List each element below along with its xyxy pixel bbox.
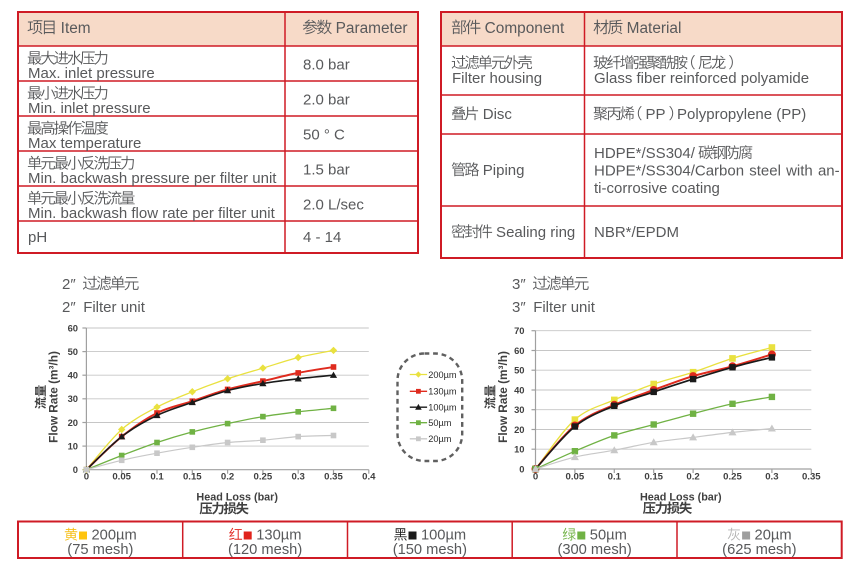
svg-text:60: 60	[68, 322, 78, 333]
svg-text:2.0 L/sec: 2.0 L/sec	[303, 197, 364, 214]
svg-text:pH: pH	[28, 229, 47, 246]
svg-text:50µm: 50µm	[428, 418, 452, 428]
svg-text:Filter unit: Filter unit	[533, 299, 596, 316]
svg-text:4 - 14: 4 - 14	[303, 229, 341, 246]
svg-text:0: 0	[533, 472, 538, 483]
svg-text:30: 30	[68, 393, 78, 404]
svg-text:20: 20	[514, 424, 524, 435]
svg-text:8.0 bar: 8.0 bar	[303, 57, 350, 74]
svg-text:200µm: 200µm	[428, 370, 457, 380]
svg-text:(150 mesh): (150 mesh)	[393, 542, 467, 558]
svg-text:50: 50	[68, 346, 78, 357]
svg-text:0.15: 0.15	[644, 472, 663, 483]
svg-text:0.1: 0.1	[608, 472, 622, 483]
svg-text:Max. inlet pressure: Max. inlet pressure	[28, 65, 155, 82]
svg-text:0: 0	[84, 472, 89, 483]
svg-text:PP: PP	[645, 106, 665, 123]
svg-text:Max temperature: Max temperature	[28, 135, 141, 152]
svg-text:100µm: 100µm	[428, 403, 457, 413]
svg-text:Material: Material	[622, 20, 681, 37]
svg-text:50µm: 50µm	[590, 528, 627, 544]
svg-text:Flow Rate (m³/h): Flow Rate (m³/h)	[47, 351, 61, 443]
svg-text:0: 0	[73, 464, 78, 475]
svg-text:0.15: 0.15	[183, 472, 202, 483]
svg-text:Filter housing: Filter housing	[452, 70, 542, 87]
svg-text:40: 40	[68, 370, 78, 381]
svg-text:Parameter: Parameter	[331, 20, 407, 37]
svg-text:NBR*/EPDM: NBR*/EPDM	[594, 224, 679, 241]
svg-text:50 ° C: 50 ° C	[303, 127, 345, 144]
svg-text:Piping: Piping	[479, 162, 525, 179]
svg-text:0.1: 0.1	[150, 472, 164, 483]
svg-text:Flow Rate (m³/h): Flow Rate (m³/h)	[496, 351, 510, 443]
svg-text:Filter unit: Filter unit	[83, 299, 146, 316]
svg-text:0.35: 0.35	[324, 472, 343, 483]
svg-text:Polypropylene (PP): Polypropylene (PP)	[677, 106, 806, 123]
svg-text:20: 20	[68, 417, 78, 428]
svg-text:Glass fiber reinforced polyami: Glass fiber reinforced polyamide	[594, 70, 809, 87]
svg-text:ti-corrosive coating: ti-corrosive coating	[594, 180, 720, 197]
svg-text:2″: 2″	[62, 299, 76, 316]
svg-text:3″: 3″	[512, 276, 526, 293]
svg-text:10: 10	[514, 444, 524, 455]
svg-text:3″: 3″	[512, 299, 526, 316]
svg-text:30: 30	[514, 404, 524, 415]
svg-text:(120 mesh): (120 mesh)	[228, 542, 302, 558]
svg-text:(300 mesh): (300 mesh)	[557, 542, 631, 558]
svg-text:50: 50	[514, 365, 524, 376]
svg-text:130µm: 130µm	[256, 528, 301, 544]
svg-text:0.3: 0.3	[292, 472, 305, 483]
svg-text:Component: Component	[480, 20, 565, 37]
svg-text:0.05: 0.05	[112, 472, 131, 483]
svg-text:2.0 bar: 2.0 bar	[303, 92, 350, 109]
svg-text:10: 10	[68, 440, 78, 451]
svg-text:130µm: 130µm	[428, 387, 457, 397]
svg-text:70: 70	[514, 325, 524, 336]
svg-text:Disc: Disc	[479, 106, 513, 123]
svg-text:0.05: 0.05	[566, 472, 585, 483]
svg-text:200µm: 200µm	[92, 528, 137, 544]
svg-text:0: 0	[519, 463, 524, 474]
svg-text:HDPE*/SS304/Carbon steel with: HDPE*/SS304/Carbon steel with an-	[594, 163, 840, 180]
svg-text:60: 60	[514, 345, 524, 356]
svg-text:(75 mesh): (75 mesh)	[67, 542, 133, 558]
svg-text:0.2: 0.2	[221, 472, 234, 483]
svg-text:Min. backwash pressure per fil: Min. backwash pressure per filter unit	[28, 170, 277, 187]
svg-text:0.25: 0.25	[254, 472, 273, 483]
svg-text:Head Loss (bar): Head Loss (bar)	[196, 492, 278, 504]
svg-text:Head Loss (bar): Head Loss (bar)	[640, 492, 722, 504]
svg-text:0.35: 0.35	[802, 472, 821, 483]
svg-text:100µm: 100µm	[421, 528, 466, 544]
svg-text:Item: Item	[56, 20, 90, 37]
svg-text:Min. inlet pressure: Min. inlet pressure	[28, 100, 151, 117]
svg-text:0.25: 0.25	[723, 472, 742, 483]
svg-text:0.2: 0.2	[686, 472, 699, 483]
svg-text:HDPE*/SS304/: HDPE*/SS304/	[594, 145, 696, 162]
svg-text:Sealing ring: Sealing ring	[492, 224, 575, 241]
svg-text:0.3: 0.3	[765, 472, 778, 483]
svg-text:20µm: 20µm	[428, 434, 452, 444]
svg-text:2″: 2″	[62, 276, 76, 293]
svg-text:(625 mesh): (625 mesh)	[722, 542, 796, 558]
svg-text:0.4: 0.4	[362, 472, 376, 483]
svg-text:Min. backwash flow rate per fi: Min. backwash flow rate per filter unit	[28, 205, 276, 222]
svg-text:40: 40	[514, 384, 524, 395]
svg-text:20µm: 20µm	[755, 528, 792, 544]
svg-text:1.5 bar: 1.5 bar	[303, 162, 350, 179]
